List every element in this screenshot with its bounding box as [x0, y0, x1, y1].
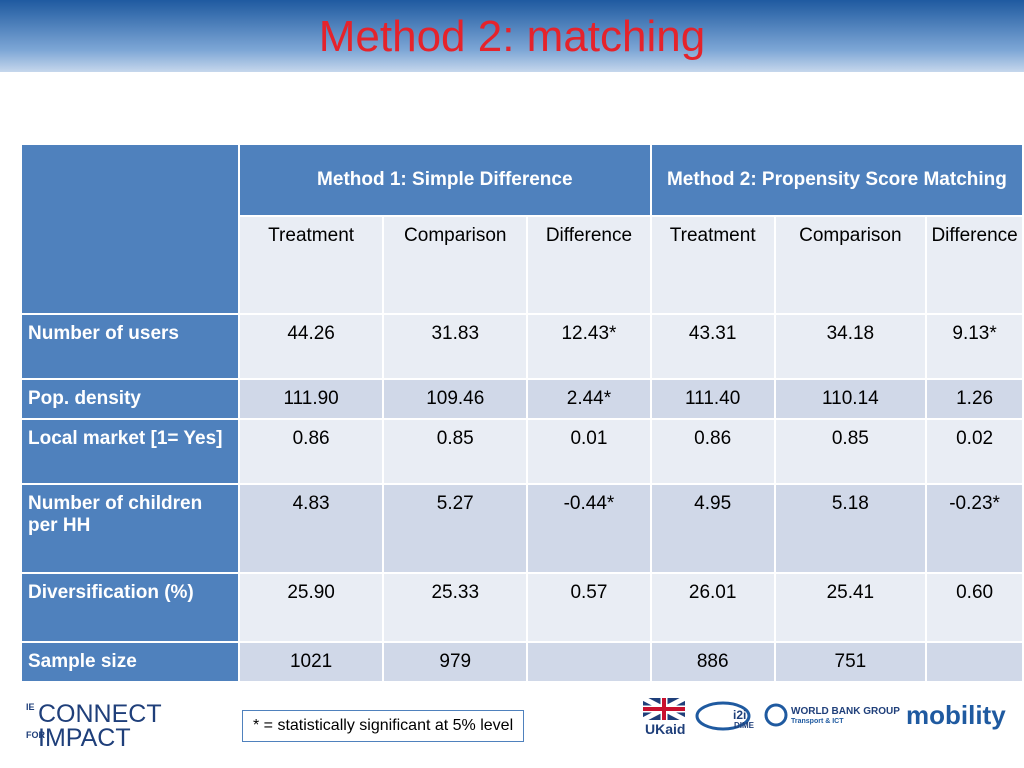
column-header: Treatment [237, 215, 385, 315]
logo-text: WORLD BANK GROUP [791, 706, 900, 717]
cell: 0.60 [925, 572, 1024, 643]
cell: 886 [649, 641, 776, 683]
cell: 9.13* [925, 313, 1024, 380]
cell: 111.40 [649, 378, 776, 420]
cell: 1.26 [925, 378, 1024, 420]
group-header: Method 1: Simple Difference [237, 143, 652, 217]
cell: 0.85 [382, 418, 529, 485]
corner-cell [20, 143, 240, 315]
data-row: Local market [1= Yes] 0.86 0.85 0.01 0.86 0.8… [20, 418, 1024, 485]
cell: 5.18 [773, 483, 928, 574]
cell: 979 [382, 641, 529, 683]
logo-text: FOR [26, 730, 45, 740]
results-table: Method 1: Simple Difference Method 2: Pro… [20, 143, 1024, 683]
cell: 31.83 [382, 313, 529, 380]
data-row: Number of users 44.26 31.83 12.43* 43.31 34.1… [20, 313, 1024, 380]
data-row: Number of children per HH 4.83 5.27 -0.44* 4… [20, 483, 1024, 574]
column-header-row: Treatment Comparison Difference Treatment Co… [21, 215, 1024, 315]
group-header-row: Method 1: Simple Difference Method 2: Pro… [20, 143, 1024, 315]
cell: 25.33 [382, 572, 529, 643]
footnote: * = statistically significant at 5% leve… [242, 710, 525, 742]
logo-text: DIME [734, 721, 754, 730]
column-header: Comparison [773, 215, 928, 315]
cell: 0.86 [649, 418, 776, 485]
uk-flag [643, 698, 685, 720]
cell: 111.90 [237, 378, 385, 420]
row-label: Pop. density [20, 378, 240, 420]
column-header: Treatment [649, 215, 776, 315]
logo-text: mobility [906, 700, 1006, 730]
cell: 1021 [237, 641, 385, 683]
column-header: Difference [925, 215, 1024, 315]
cell: 0.57 [526, 572, 652, 643]
logo-text: IE [26, 702, 35, 712]
cell: 34.18 [773, 313, 928, 380]
row-label: Diversification (%) [20, 572, 240, 643]
cell: 110.14 [773, 378, 928, 420]
data-row: Sample size 1021 979 886 751 [20, 641, 1024, 683]
group-header: Method 2: Propensity Score Matching [649, 143, 1024, 217]
cell: 109.46 [382, 378, 529, 420]
cell: 44.26 [237, 313, 385, 380]
cell [526, 641, 652, 683]
cell: 0.02 [925, 418, 1024, 485]
cell: 25.41 [773, 572, 928, 643]
cell: 4.83 [237, 483, 385, 574]
title: Method 2: matching [318, 12, 706, 61]
column-header: Difference [526, 215, 652, 315]
row-label: Sample size [20, 641, 240, 683]
cell: 12.43* [526, 313, 652, 380]
cell: -0.44* [526, 483, 652, 574]
data-row: Diversification (%) 25.90 25.33 0.57 26.01 25… [20, 572, 1024, 643]
header-band [0, 0, 1024, 72]
row-label: Local market [1= Yes] [20, 418, 240, 485]
column-header: Comparison [382, 215, 529, 315]
cell: 0.86 [237, 418, 385, 485]
i2i-logo [695, 701, 751, 731]
cell: 5.27 [382, 483, 529, 574]
wb-globe [764, 703, 788, 727]
logo-text: i2i [733, 708, 747, 722]
cell: 2.44* [526, 378, 652, 420]
cell: 43.31 [649, 313, 776, 380]
logo-text: UKaid [645, 721, 686, 737]
cell: -0.23* [925, 483, 1024, 574]
logo-text: CONNECT [38, 700, 162, 728]
logo-text: Transport & ICT [791, 718, 844, 725]
row-label: Number of children per HH [20, 483, 240, 574]
row-label: Number of users [20, 313, 240, 380]
cell: 751 [773, 641, 928, 683]
cell: 26.01 [649, 572, 776, 643]
logo-text: IMPACT [38, 724, 131, 752]
data-row: Pop. density 111.90 109.46 2.44* 111.40 110.1… [20, 378, 1024, 420]
cell: 4.95 [649, 483, 776, 574]
cell: 25.90 [237, 572, 385, 643]
cell [925, 641, 1024, 683]
cell: 0.85 [773, 418, 928, 485]
cell: 0.01 [526, 418, 652, 485]
